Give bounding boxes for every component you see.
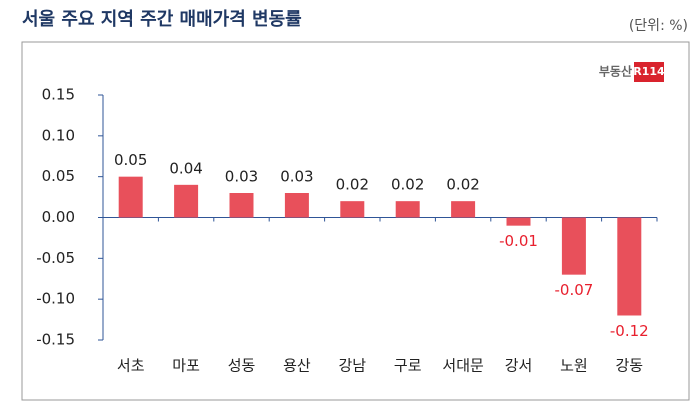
bar	[229, 193, 254, 218]
y-tick-label: 0.00	[42, 208, 75, 226]
value-label: 0.04	[169, 159, 202, 177]
y-tick-label: -0.05	[36, 249, 75, 267]
y-tick-label: -0.15	[36, 331, 75, 349]
x-tick-label: 강서	[505, 357, 533, 375]
logo-badge: R114	[633, 65, 665, 78]
bar	[118, 176, 143, 218]
bar	[340, 201, 365, 218]
value-label: -0.01	[499, 232, 538, 250]
logo-text: 부동산	[599, 64, 632, 79]
x-tick-label: 성동	[228, 357, 256, 375]
frame	[21, 41, 690, 401]
bar	[451, 201, 476, 218]
x-tick-label: 서초	[117, 357, 145, 375]
x-tick-label: 서대문	[442, 357, 484, 375]
x-tick-label: 강남	[338, 357, 366, 375]
bar	[284, 193, 309, 218]
bar	[561, 217, 586, 275]
bar	[174, 184, 199, 218]
x-tick-label: 강동	[615, 357, 643, 375]
value-label: 0.03	[280, 168, 313, 186]
y-tick-label: 0.15	[42, 86, 75, 104]
x-tick-label: 용산	[283, 357, 311, 375]
value-label: 0.02	[336, 176, 369, 194]
chart-title: 서울 주요 지역 주간 매매가격 변동률	[22, 9, 302, 30]
value-label: 0.02	[391, 176, 424, 194]
value-label: -0.12	[610, 322, 649, 340]
value-label: 0.03	[225, 168, 258, 186]
x-tick-label: 마포	[172, 357, 200, 375]
x-tick-label: 노원	[560, 357, 588, 375]
unit-label: (단위: %)	[629, 18, 688, 34]
value-label: 0.05	[114, 151, 147, 169]
bar	[395, 201, 420, 218]
logo-badge-box	[634, 62, 664, 82]
x-tick-label: 구로	[394, 357, 422, 375]
value-label: 0.02	[446, 176, 479, 194]
bar	[617, 217, 642, 316]
y-tick-label: 0.10	[42, 126, 75, 144]
bar	[506, 217, 531, 226]
y-tick-label: -0.10	[36, 290, 75, 308]
value-label: -0.07	[554, 281, 593, 299]
y-tick-label: 0.05	[42, 167, 75, 185]
